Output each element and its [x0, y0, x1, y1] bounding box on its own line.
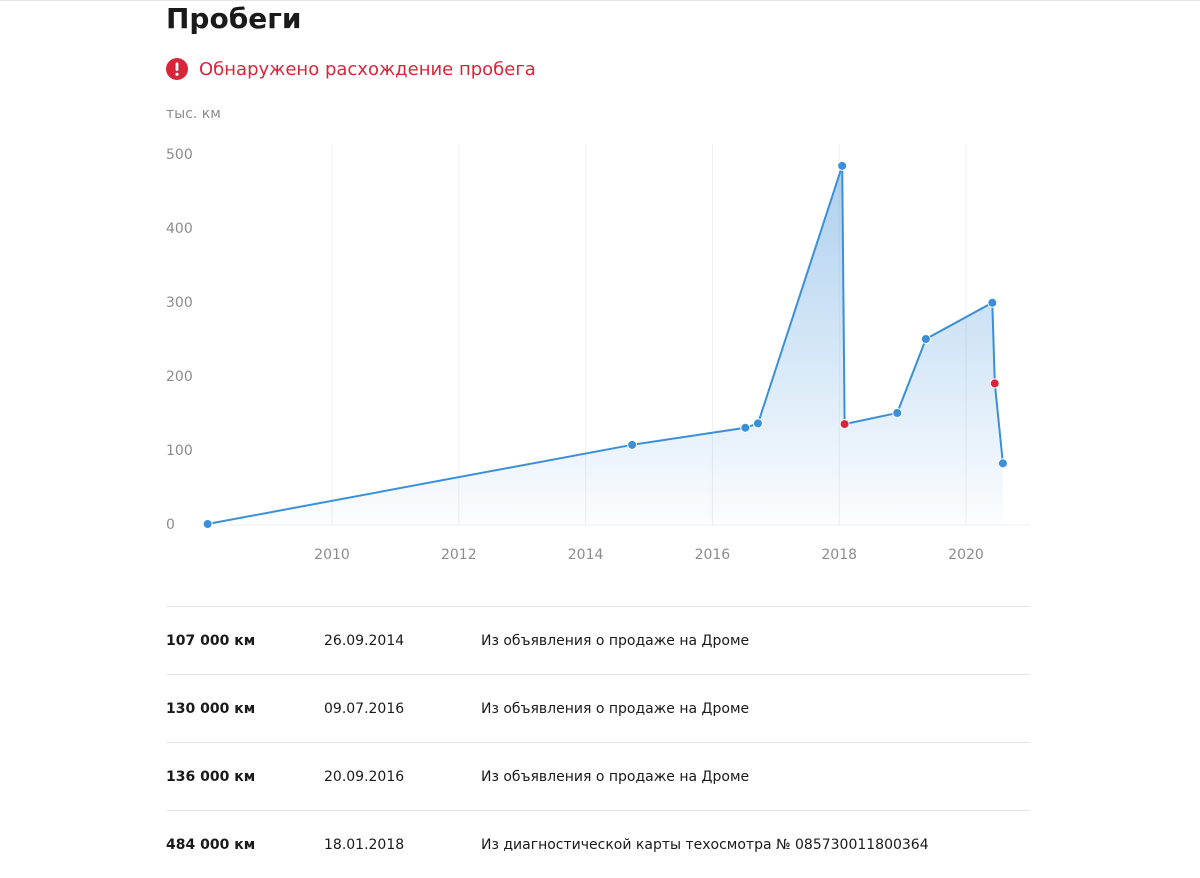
x-tick-label: 2020	[948, 547, 984, 563]
x-tick-label: 2016	[695, 547, 731, 563]
top-divider	[0, 0, 1200, 1]
y-tick-label: 200	[166, 369, 193, 385]
record-date: 20.09.2016	[324, 769, 405, 785]
x-axis-ticks: 2010 2012 2014 2016 2018 2020	[314, 547, 984, 563]
mileage-point[interactable]	[627, 439, 638, 450]
record-row: 130 000 км 09.07.2016 Из объявления о пр…	[166, 674, 1030, 742]
record-date: 26.09.2014	[324, 633, 405, 649]
exclamation-circle-icon	[166, 58, 188, 80]
mileage-point[interactable]	[920, 334, 931, 344]
x-tick-label: 2010	[314, 547, 350, 563]
mileage-point[interactable]	[740, 422, 751, 433]
y-tick-label: 0	[166, 517, 175, 533]
x-tick-label: 2012	[441, 547, 477, 563]
record-mileage: 484 000 км	[166, 837, 256, 853]
record-mileage: 136 000 км	[166, 769, 256, 785]
x-tick-label: 2014	[568, 547, 604, 563]
x-tick-label: 2018	[821, 547, 857, 563]
mileage-point[interactable]	[997, 458, 1008, 469]
mileage-point[interactable]	[837, 160, 848, 171]
record-mileage: 130 000 км	[166, 701, 256, 717]
y-tick-label: 300	[166, 295, 193, 311]
record-mileage: 107 000 км	[166, 633, 256, 649]
record-row: 484 000 км 18.01.2018 Из диагностической…	[166, 810, 1030, 878]
mileage-area	[207, 165, 1003, 525]
y-tick-label: 500	[166, 147, 193, 163]
record-row: 136 000 км 20.09.2016 Из объявления о пр…	[166, 742, 1030, 810]
record-date: 09.07.2016	[324, 701, 405, 717]
discrepancy-point[interactable]	[989, 378, 1000, 389]
record-source: Из объявления о продаже на Дроме	[481, 633, 750, 649]
mileage-discrepancy-alert: Обнаружено расхождение пробега	[166, 58, 536, 80]
record-source: Из объявления о продаже на Дроме	[481, 769, 750, 785]
record-row: 107 000 км 26.09.2014 Из объявления о пр…	[166, 606, 1030, 674]
mileage-chart: 0 100 200 300 400 500 2010 2012 2014 2016 2018 202…	[166, 144, 1030, 563]
record-source: Из объявления о продаже на Дроме	[481, 701, 750, 717]
alert-text: Обнаружено расхождение пробега	[199, 58, 536, 80]
mileage-points	[202, 160, 1008, 529]
record-source: Из диагностической карты техосмотра № 08…	[481, 837, 929, 853]
record-date: 18.01.2018	[324, 837, 405, 853]
mileage-records-list: 107 000 км 26.09.2014 Из объявления о пр…	[166, 606, 1030, 878]
mileage-point[interactable]	[752, 418, 763, 429]
page-title: Пробеги	[166, 2, 302, 35]
mileage-point[interactable]	[987, 297, 998, 308]
y-axis-unit-label: тыс. км	[166, 106, 221, 122]
y-tick-label: 100	[166, 443, 193, 459]
discrepancy-point[interactable]	[839, 419, 850, 430]
mileage-point[interactable]	[892, 408, 903, 418]
y-tick-label: 400	[166, 221, 193, 237]
mileage-point[interactable]	[202, 519, 213, 529]
y-axis-ticks: 0 100 200 300 400 500	[166, 147, 193, 533]
